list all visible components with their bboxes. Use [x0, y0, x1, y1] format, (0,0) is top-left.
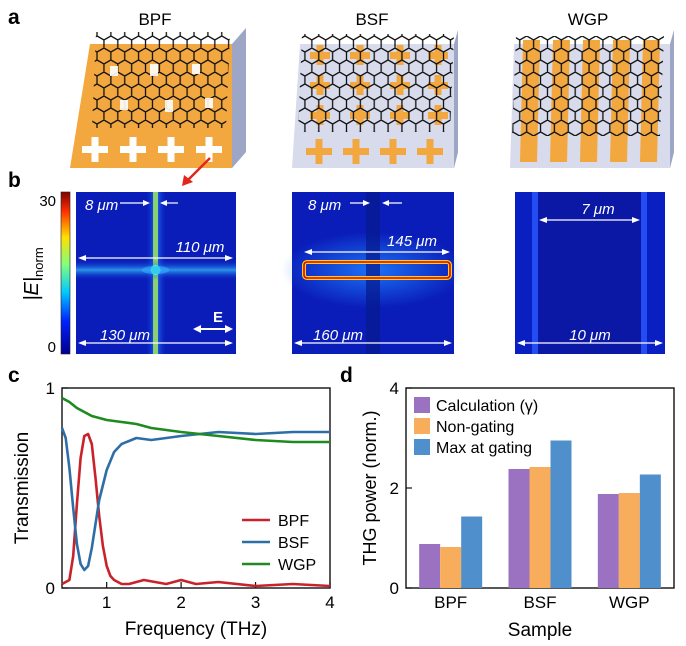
transmission-plot-frame: [61, 387, 331, 589]
bsf-graphene-mesh: [298, 34, 454, 132]
schematic-title-bsf: BSF: [355, 10, 388, 29]
thg-xtick-label: WGP: [609, 593, 650, 612]
colorbar-label-sub: norm: [31, 247, 46, 277]
schematic-title-wgp: WGP: [568, 10, 609, 29]
bsf-slot-label: 145 μm: [387, 233, 437, 250]
bsf-field-map: [281, 192, 465, 354]
transmission-chart: 1 2 3 4 0 1 Frequency (THz) Transmission BPF B…: [12, 379, 335, 640]
bsf-period-label: 160 μm: [313, 327, 363, 344]
bar-max-at-gating-wgp: [639, 474, 661, 588]
transmission-ytick-label: 0: [46, 579, 55, 598]
series-line-wgp: [61, 396, 330, 444]
panel-label-d: d: [340, 364, 353, 387]
legend-label-non-gating: Non-gating: [436, 419, 514, 436]
bar-max-at-gating-bpf: [461, 516, 483, 588]
panel-label-a: a: [8, 6, 20, 29]
bpf-schematic: [70, 28, 246, 186]
thg-ytick-label: 2: [390, 479, 399, 498]
bar-calculation-wgp: [597, 494, 619, 588]
colorbar-max: 30: [39, 193, 56, 210]
thg-bar-chart: 0 2 4 BPF BSF WGP Sample THG power (norm.) Ca…: [360, 379, 675, 641]
legend-label-calculation: Calculation (γ): [436, 398, 538, 415]
bar-calculation-bsf: [508, 469, 530, 588]
wgp-graphene-mesh: [512, 36, 664, 136]
legend-swatch-non-gating: [414, 418, 430, 434]
thg-xtick-label: BSF: [523, 593, 556, 612]
bar-non-gating-bpf: [440, 547, 462, 588]
bsf-gap-label: 8 μm: [308, 197, 341, 214]
bpf-slot-label: 110 μm: [176, 239, 225, 256]
colorbar-label-main: |E|: [21, 277, 43, 301]
wgp-strip-label: 7 μm: [581, 201, 614, 218]
wgp-period-label: 10 μm: [569, 327, 611, 344]
thg-ylabel: THG power (norm.): [360, 410, 380, 565]
schematic-title-bpf: BPF: [138, 10, 171, 29]
thg-ytick-label: 0: [390, 579, 399, 598]
bsf-schematic: [292, 30, 458, 168]
svg-text:|E|norm: |E|norm: [21, 247, 46, 300]
legend-swatch-calculation: [414, 397, 430, 413]
transmission-xtick-label: 2: [176, 593, 185, 612]
bar-calculation-bpf: [419, 544, 441, 588]
wgp-field-map: [515, 192, 665, 354]
transmission-ylabel: Transmission: [12, 432, 33, 544]
colorbar-label: |E|norm: [21, 247, 46, 300]
bpf-graphene-mesh: [92, 32, 230, 128]
bpf-field-map: [76, 192, 236, 354]
bar-non-gating-bsf: [529, 467, 551, 588]
bpf-gap-label: 8 μm: [85, 197, 118, 214]
legend-swatch-max-at-gating: [414, 439, 430, 455]
panel-label-c: c: [8, 364, 20, 387]
bpf-cross-holes: [82, 137, 222, 162]
series-line-bpf: [61, 432, 331, 588]
transmission-xlabel: Frequency (THz): [125, 619, 268, 640]
transmission-xtick-label: 3: [251, 593, 260, 612]
legend-label-max-at-gating: Max at gating: [436, 440, 532, 457]
bar-non-gating-wgp: [618, 493, 640, 588]
legend-label-bpf: BPF: [278, 513, 309, 530]
thg-xlabel: Sample: [508, 620, 572, 641]
bar-max-at-gating-bsf: [550, 440, 572, 588]
wgp-schematic: [510, 30, 674, 168]
transmission-xtick-label: 1: [102, 593, 111, 612]
thg-xtick-label: BPF: [434, 593, 467, 612]
legend-label-bsf: BSF: [278, 535, 309, 552]
legend-label-wgp: WGP: [278, 557, 316, 574]
thg-ytick-label: 4: [390, 379, 399, 398]
pointer-arrow: [185, 157, 211, 183]
transmission-ytick-label: 1: [46, 379, 55, 398]
transmission-xtick-label: 4: [325, 593, 334, 612]
panel-label-b: b: [8, 169, 21, 192]
polarization-label: E: [213, 309, 223, 326]
bpf-period-label: 130 μm: [100, 327, 150, 344]
colorbar-min: 0: [48, 339, 56, 356]
colorbar: 30 0 |E|norm: [21, 191, 71, 356]
